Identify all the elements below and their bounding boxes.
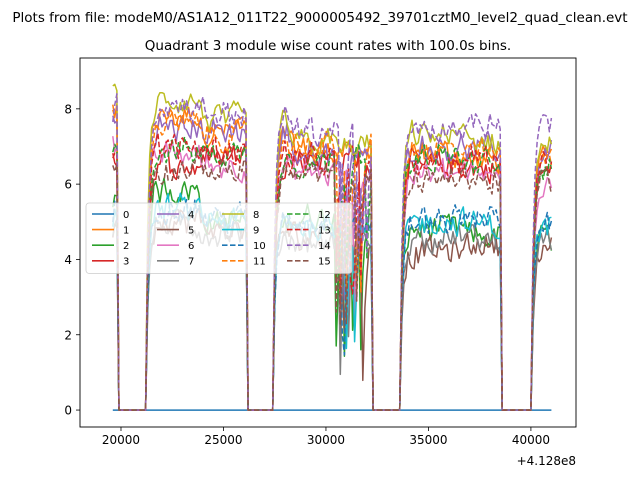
- y-tick-label: 8: [64, 102, 72, 116]
- x-tick-label: 25000: [204, 433, 242, 447]
- figure-suptitle: Plots from file: modeM0/AS1A12_011T22_90…: [12, 10, 627, 26]
- x-tick-label: 40000: [512, 433, 550, 447]
- legend-label-1: 1: [123, 225, 129, 236]
- legend-label-15: 15: [318, 257, 331, 268]
- legend-label-10: 10: [253, 241, 266, 252]
- y-tick-label: 4: [64, 253, 72, 267]
- legend-label-5: 5: [188, 225, 194, 236]
- x-tick-label: 30000: [307, 433, 345, 447]
- y-axis: 0 2 4 6 8: [64, 102, 80, 418]
- series-line-13: [112, 132, 553, 411]
- legend-label-14: 14: [318, 241, 331, 252]
- plot-area-frame: [79, 57, 577, 428]
- series-line-11: [112, 104, 553, 411]
- legend-label-8: 8: [253, 210, 259, 221]
- x-axis: 20000 25000 30000 35000 40000: [102, 427, 550, 447]
- x-tick-label: 35000: [409, 433, 447, 447]
- chart-title: Quadrant 3 module wise count rates with …: [145, 38, 511, 54]
- legend-label-7: 7: [188, 257, 194, 268]
- x-axis-offset-text: +4.128e8: [517, 454, 576, 468]
- legend-label-2: 2: [123, 241, 129, 252]
- x-tick-label: 20000: [102, 433, 140, 447]
- legend-box: [85, 202, 353, 274]
- legend-label-6: 6: [188, 241, 194, 252]
- legend-label-11: 11: [253, 257, 266, 268]
- legend-label-12: 12: [318, 210, 331, 221]
- y-tick-label: 2: [64, 328, 72, 342]
- series-line-3: [112, 141, 553, 411]
- series-line-14: [112, 93, 553, 411]
- series-line-15: [112, 151, 553, 411]
- legend-label-0: 0: [123, 210, 129, 221]
- series-line-1: [112, 103, 553, 411]
- legend-label-13: 13: [318, 225, 331, 236]
- series-line-12: [112, 136, 553, 411]
- y-tick-label: 0: [64, 404, 72, 418]
- y-tick-label: 6: [64, 178, 72, 192]
- legend-label-3: 3: [123, 257, 129, 268]
- legend-label-9: 9: [253, 225, 259, 236]
- series-line-4: [112, 115, 553, 411]
- legend-label-4: 4: [188, 210, 194, 221]
